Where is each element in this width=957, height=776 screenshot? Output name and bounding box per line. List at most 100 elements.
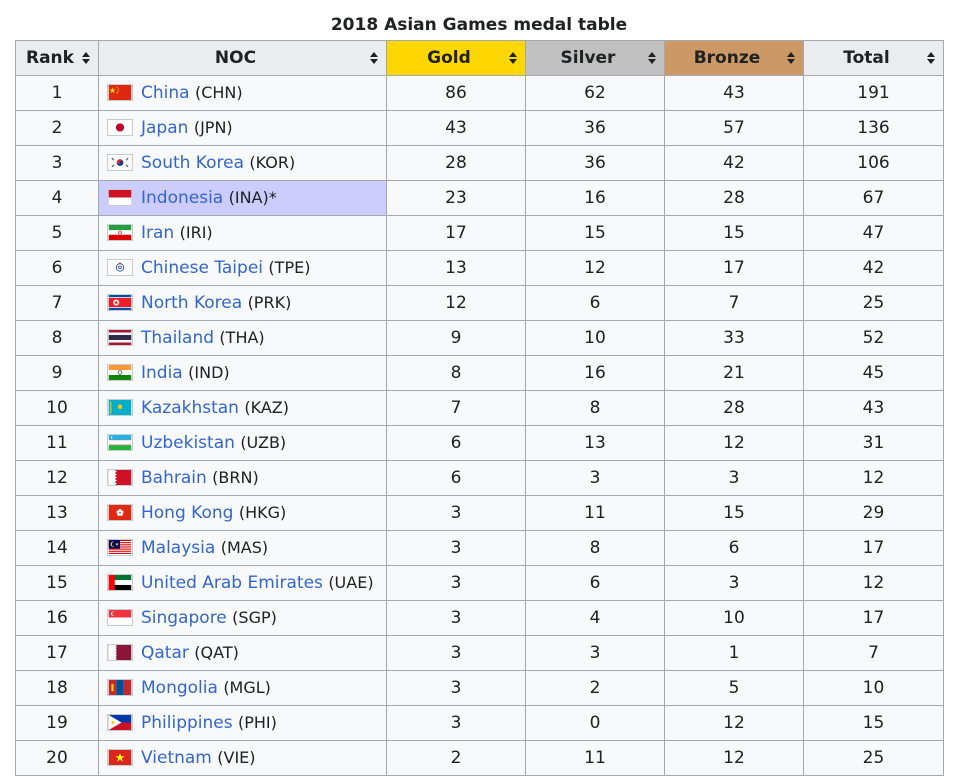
- country-link[interactable]: South Korea: [141, 153, 245, 173]
- rank-cell: 10: [15, 390, 99, 426]
- gold-cell: 6: [386, 425, 526, 461]
- singapore-flag-icon: [107, 609, 133, 626]
- rank-cell: 12: [15, 460, 99, 496]
- gold-cell: 3: [386, 495, 526, 531]
- rank-cell: 11: [15, 425, 99, 461]
- noc-code: (CHN): [194, 83, 243, 102]
- silver-cell: 13: [525, 425, 665, 461]
- country-link[interactable]: Mongolia: [141, 678, 218, 698]
- country-link[interactable]: Indonesia: [141, 188, 224, 208]
- table-row: 5 Iran (IRI) 17 15 15 47: [15, 215, 944, 251]
- noc-code: (KOR): [249, 153, 296, 172]
- country-link[interactable]: Japan: [141, 118, 189, 138]
- country-link[interactable]: Qatar: [141, 643, 189, 663]
- total-column-header[interactable]: Total: [803, 40, 944, 76]
- noc-code: (KAZ): [244, 398, 289, 417]
- philippines-flag-icon: [107, 714, 133, 731]
- rank-cell: 14: [15, 530, 99, 566]
- vietnam-flag-icon: [107, 749, 133, 766]
- rank-column-header[interactable]: Rank: [15, 40, 99, 76]
- hong-kong-flag-icon: [107, 504, 133, 521]
- uzbekistan-flag-icon: [107, 434, 133, 451]
- total-cell: 31: [803, 425, 944, 461]
- thailand-flag-icon: [107, 329, 133, 346]
- north-korea-flag-icon: [107, 294, 133, 311]
- silver-cell: 36: [525, 110, 665, 146]
- total-cell: 29: [803, 495, 944, 531]
- bronze-cell: 10: [664, 600, 804, 636]
- country-link[interactable]: China: [141, 83, 190, 103]
- country-link[interactable]: North Korea: [141, 293, 243, 313]
- table-row: 14 Malaysia (MAS) 3 8 6 17: [15, 530, 944, 566]
- country-link[interactable]: Philippines: [141, 713, 233, 733]
- table-row: 18 Mongolia (MGL) 3 2 5 10: [15, 670, 944, 706]
- silver-cell: 62: [525, 75, 665, 111]
- country-link[interactable]: Vietnam: [141, 748, 212, 768]
- bronze-cell: 57: [664, 110, 804, 146]
- noc-cell: Singapore (SGP): [98, 600, 387, 636]
- gold-column-header[interactable]: Gold: [386, 40, 526, 76]
- noc-code: (MAS): [220, 538, 269, 557]
- gold-cell: 9: [386, 320, 526, 356]
- sort-icon[interactable]: [648, 52, 656, 64]
- sort-icon[interactable]: [509, 52, 517, 64]
- medal-table-body: 1 China (CHN) 86 62 43 191 2 Japan (JPN) 43 36 57 1…: [15, 75, 944, 776]
- gold-cell: 7: [386, 390, 526, 426]
- noc-code: (INA)*: [228, 188, 277, 207]
- silver-cell: 8: [525, 530, 665, 566]
- bronze-cell: 42: [664, 145, 804, 181]
- table-row: 7 North Korea (PRK) 12 6 7 25: [15, 285, 944, 321]
- noc-code: (IND): [188, 363, 230, 382]
- sort-icon[interactable]: [787, 52, 795, 64]
- table-row: 11 Uzbekistan (UZB) 6 13 12 31: [15, 425, 944, 461]
- country-link[interactable]: Thailand: [141, 328, 215, 348]
- noc-cell: United Arab Emirates (UAE): [98, 565, 387, 601]
- indonesia-flag-icon: [107, 189, 133, 206]
- country-link[interactable]: Iran: [141, 223, 175, 243]
- noc-code: (IRI): [179, 223, 213, 242]
- rank-cell: 15: [15, 565, 99, 601]
- country-link[interactable]: Singapore: [141, 608, 227, 628]
- total-cell: 45: [803, 355, 944, 391]
- sort-icon[interactable]: [927, 52, 935, 64]
- noc-cell: Hong Kong (HKG): [98, 495, 387, 531]
- silver-cell: 10: [525, 320, 665, 356]
- country-link[interactable]: Chinese Taipei: [141, 258, 264, 278]
- total-cell: 10: [803, 670, 944, 706]
- noc-column-header[interactable]: NOC: [98, 40, 387, 76]
- table-row: 1 China (CHN) 86 62 43 191: [15, 75, 944, 111]
- gold-cell: 86: [386, 75, 526, 111]
- table-row: 17 Qatar (QAT) 3 3 1 7: [15, 635, 944, 671]
- noc-cell: Mongolia (MGL): [98, 670, 387, 706]
- table-caption: 2018 Asian Games medal table: [330, 15, 628, 35]
- gold-cell: 6: [386, 460, 526, 496]
- country-link[interactable]: United Arab Emirates: [141, 573, 323, 593]
- table-row: 20 Vietnam (VIE) 2 11 12 25: [15, 740, 944, 776]
- bronze-cell: 33: [664, 320, 804, 356]
- sort-icon[interactable]: [370, 52, 378, 64]
- country-link[interactable]: Uzbekistan: [141, 433, 235, 453]
- noc-cell: India (IND): [98, 355, 387, 391]
- qatar-flag-icon: [107, 644, 133, 661]
- silver-cell: 0: [525, 705, 665, 741]
- rank-cell: 4: [15, 180, 99, 216]
- bronze-cell: 43: [664, 75, 804, 111]
- bronze-column-header[interactable]: Bronze: [664, 40, 804, 76]
- sort-icon[interactable]: [82, 52, 90, 64]
- rank-cell: 18: [15, 670, 99, 706]
- bronze-cell: 1: [664, 635, 804, 671]
- country-link[interactable]: Bahrain: [141, 468, 207, 488]
- total-cell: 17: [803, 530, 944, 566]
- rank-cell: 8: [15, 320, 99, 356]
- country-link[interactable]: Hong Kong: [141, 503, 234, 523]
- total-cell: 52: [803, 320, 944, 356]
- country-link[interactable]: Malaysia: [141, 538, 216, 558]
- rank-cell: 9: [15, 355, 99, 391]
- total-cell: 12: [803, 565, 944, 601]
- silver-column-header[interactable]: Silver: [525, 40, 665, 76]
- noc-cell: Chinese Taipei (TPE): [98, 250, 387, 286]
- country-link[interactable]: India: [141, 363, 183, 383]
- country-link[interactable]: Kazakhstan: [141, 398, 239, 418]
- table-row: 16 Singapore (SGP) 3 4 10 17: [15, 600, 944, 636]
- noc-code: (TPE): [268, 258, 311, 277]
